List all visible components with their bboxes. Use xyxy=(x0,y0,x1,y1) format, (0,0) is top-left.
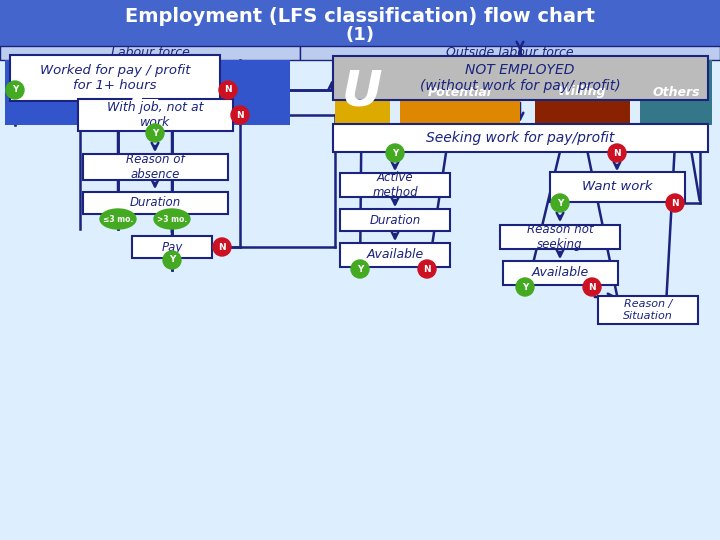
Circle shape xyxy=(146,124,164,142)
FancyBboxPatch shape xyxy=(10,55,220,101)
FancyBboxPatch shape xyxy=(300,46,720,60)
Text: Want work: Want work xyxy=(582,180,652,193)
FancyBboxPatch shape xyxy=(640,60,712,125)
Text: Reason of
absence: Reason of absence xyxy=(126,153,184,181)
FancyBboxPatch shape xyxy=(549,172,685,202)
Circle shape xyxy=(351,260,369,278)
Text: Potential: Potential xyxy=(428,85,492,98)
Text: Outside labour force: Outside labour force xyxy=(446,46,574,59)
Text: Others: Others xyxy=(652,85,700,98)
Circle shape xyxy=(6,81,24,99)
Circle shape xyxy=(516,278,534,296)
Text: N: N xyxy=(236,111,244,119)
FancyBboxPatch shape xyxy=(340,209,450,231)
FancyBboxPatch shape xyxy=(83,154,228,180)
Text: Labour force: Labour force xyxy=(111,46,189,59)
Text: N: N xyxy=(671,199,679,207)
Text: Active
method: Active method xyxy=(372,171,418,199)
FancyBboxPatch shape xyxy=(78,99,233,131)
Text: With job, not at
work: With job, not at work xyxy=(107,101,203,129)
Text: N: N xyxy=(224,85,232,94)
FancyBboxPatch shape xyxy=(132,236,212,258)
FancyBboxPatch shape xyxy=(503,261,618,285)
Text: Y: Y xyxy=(357,265,363,273)
Text: Y: Y xyxy=(557,199,563,207)
FancyBboxPatch shape xyxy=(333,56,708,100)
FancyBboxPatch shape xyxy=(400,60,520,125)
Circle shape xyxy=(608,144,626,162)
Circle shape xyxy=(551,194,569,212)
Text: Available: Available xyxy=(366,248,423,261)
FancyBboxPatch shape xyxy=(335,60,390,125)
Text: N: N xyxy=(423,265,431,273)
Text: Willing: Willing xyxy=(558,85,606,98)
Circle shape xyxy=(666,194,684,212)
FancyBboxPatch shape xyxy=(333,124,708,152)
Text: N: N xyxy=(218,242,226,252)
Circle shape xyxy=(231,106,249,124)
FancyBboxPatch shape xyxy=(535,60,630,125)
Circle shape xyxy=(583,278,601,296)
Text: U: U xyxy=(342,68,382,116)
FancyBboxPatch shape xyxy=(5,60,290,125)
Circle shape xyxy=(213,238,231,256)
Text: ≤3 mo.: ≤3 mo. xyxy=(103,214,133,224)
Text: Reason not
seeking: Reason not seeking xyxy=(527,223,593,251)
Text: Seeking work for pay/profit: Seeking work for pay/profit xyxy=(426,131,614,145)
Text: N: N xyxy=(588,282,596,292)
Text: Y: Y xyxy=(392,148,398,158)
Text: Available: Available xyxy=(531,267,589,280)
Text: Y: Y xyxy=(12,85,18,94)
Circle shape xyxy=(219,81,237,99)
Text: Duration: Duration xyxy=(369,213,420,226)
FancyBboxPatch shape xyxy=(340,173,450,197)
FancyBboxPatch shape xyxy=(340,243,450,267)
FancyBboxPatch shape xyxy=(500,225,620,249)
Text: (1): (1) xyxy=(346,26,374,44)
FancyBboxPatch shape xyxy=(83,192,228,214)
Text: N: N xyxy=(613,148,621,158)
Text: Pay: Pay xyxy=(161,240,183,253)
Text: E: E xyxy=(130,68,164,116)
Text: Y: Y xyxy=(168,255,175,265)
Ellipse shape xyxy=(154,209,190,229)
Ellipse shape xyxy=(100,209,136,229)
FancyBboxPatch shape xyxy=(598,296,698,324)
Text: Y: Y xyxy=(522,282,528,292)
Circle shape xyxy=(386,144,404,162)
Text: Worked for pay / profit
for 1+ hours: Worked for pay / profit for 1+ hours xyxy=(40,64,190,92)
Text: Employment (LFS classification) flow chart: Employment (LFS classification) flow cha… xyxy=(125,6,595,25)
Text: Duration: Duration xyxy=(130,197,181,210)
Text: NOT EMPLOYED
(without work for pay/ profit): NOT EMPLOYED (without work for pay/ prof… xyxy=(420,63,621,93)
Circle shape xyxy=(418,260,436,278)
Text: Reason /
Situation: Reason / Situation xyxy=(623,299,673,321)
Circle shape xyxy=(163,251,181,269)
Text: >3 mo.: >3 mo. xyxy=(157,214,187,224)
FancyBboxPatch shape xyxy=(0,0,720,48)
FancyBboxPatch shape xyxy=(0,46,300,60)
Text: Y: Y xyxy=(152,129,158,138)
